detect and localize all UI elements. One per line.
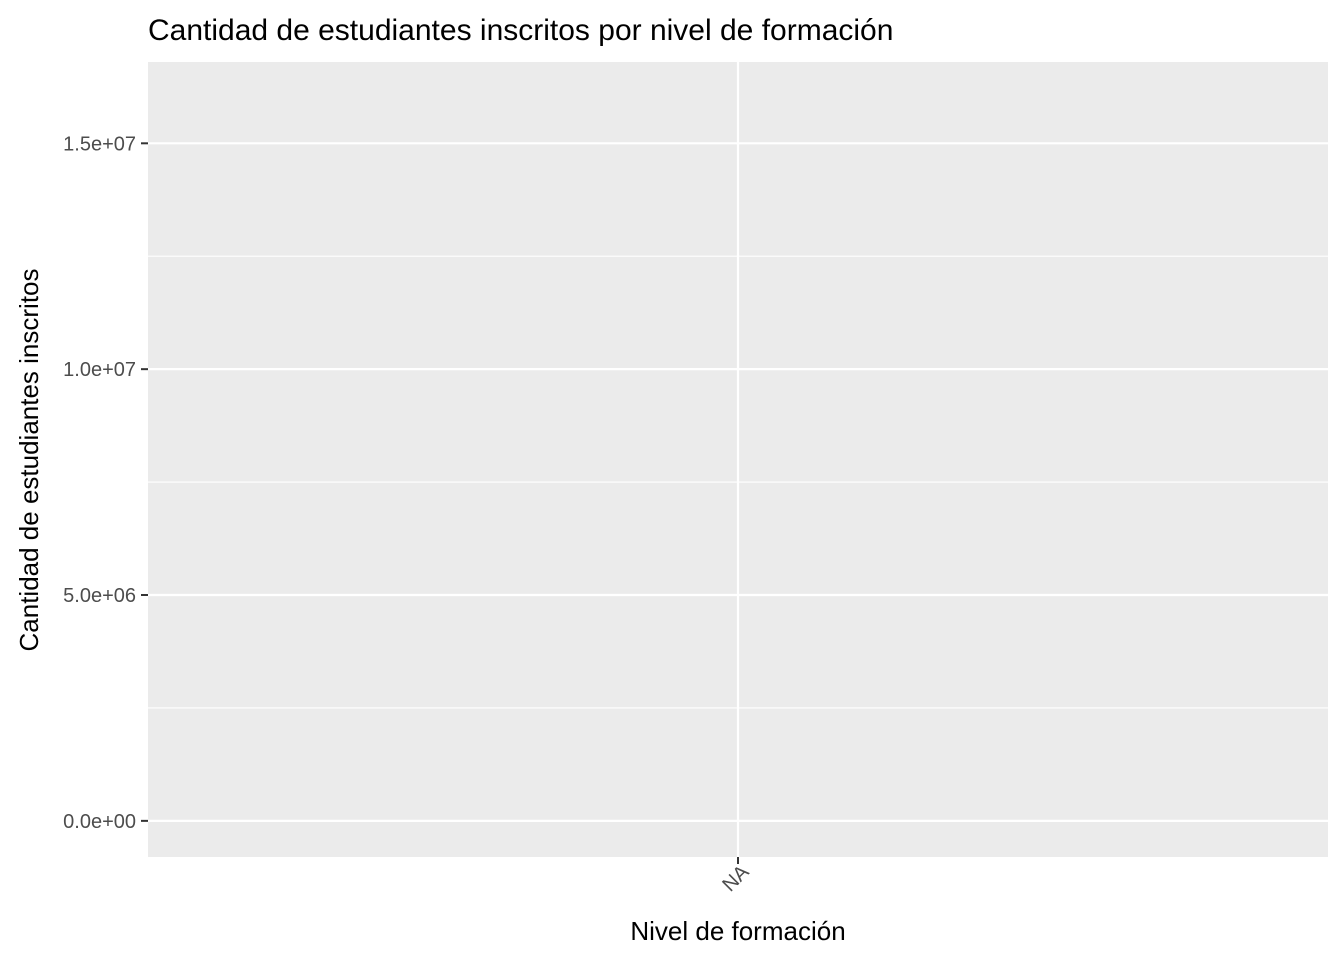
y-tick-label-0: 0.0e+00 [63,811,136,833]
x-axis: NA [718,857,754,896]
y-tick-label-2: 1.0e+07 [63,359,136,381]
y-tick-label-1: 5.0e+06 [63,585,136,607]
chart-title: Cantidad de estudiantes inscritos por ni… [148,14,893,47]
y-axis: 0.0e+00 5.0e+06 1.0e+07 1.5e+07 [63,133,148,833]
x-tick-label-0: NA [718,861,754,897]
major-gridlines [148,62,1328,857]
bar-NA [207,98,1269,821]
x-axis-title: Nivel de formación [630,916,845,946]
bar-series [207,98,1269,821]
y-axis-title: Cantidad de estudiantes inscritos [14,268,44,651]
y-tick-label-3: 1.5e+07 [63,133,136,155]
